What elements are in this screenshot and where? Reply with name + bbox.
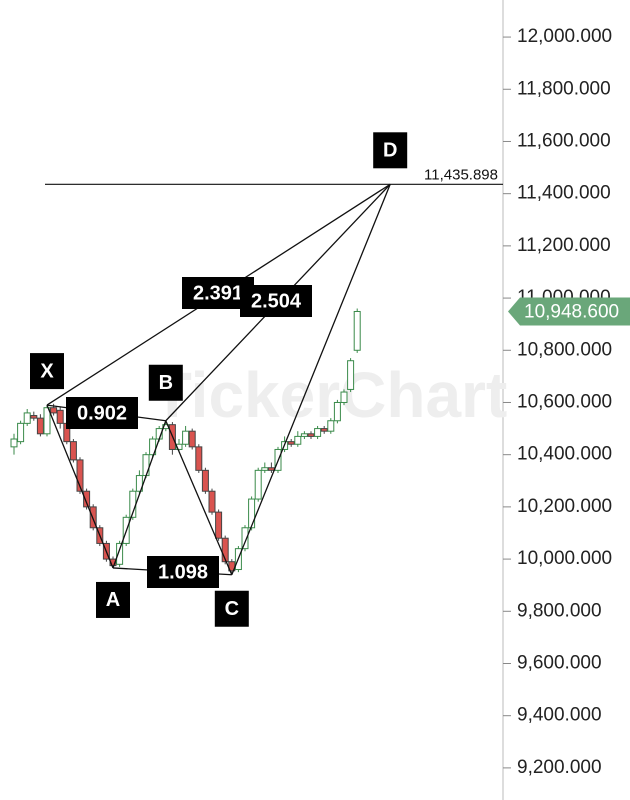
candle-body xyxy=(149,438,157,456)
candle-body xyxy=(347,360,355,390)
y-tick-label: 10,800.000 xyxy=(517,339,612,360)
point-label: X xyxy=(40,360,54,382)
candle-body xyxy=(89,506,97,529)
candle-body xyxy=(201,469,209,492)
ratio-label: 0.902 xyxy=(77,402,127,424)
y-tick-label: 11,600.000 xyxy=(517,130,611,151)
candle-body xyxy=(333,401,341,422)
candle-body xyxy=(307,433,315,437)
ratio-box xyxy=(147,556,219,588)
last-price-label: 10,948.600 xyxy=(524,302,619,323)
candle-body xyxy=(221,537,229,563)
y-tick-label: 10,000.000 xyxy=(517,548,612,569)
y-tick-label: 9,600.000 xyxy=(517,653,602,674)
candle-body xyxy=(294,435,302,445)
pattern-line xyxy=(112,420,167,569)
y-tick-label: 9,400.000 xyxy=(517,705,602,726)
candle-body xyxy=(215,511,223,539)
ratio-box xyxy=(66,397,138,429)
target-label: 11,435.898 xyxy=(424,166,498,183)
candle-body xyxy=(248,498,256,529)
y-tick-label: 9,800.000 xyxy=(517,600,602,621)
candle-body xyxy=(320,428,328,432)
pattern-line xyxy=(165,420,233,576)
candle-body xyxy=(135,475,143,492)
candle-body xyxy=(300,433,308,437)
candle-body xyxy=(175,443,183,450)
candle-body xyxy=(314,428,322,437)
candle-body xyxy=(188,430,196,448)
point-label-box xyxy=(148,364,183,401)
point-label-box xyxy=(214,590,249,627)
candle-body xyxy=(43,407,51,435)
candle-body xyxy=(56,409,64,424)
ratio-label: 2.391 xyxy=(193,282,243,304)
candle-body xyxy=(353,310,361,351)
y-tick-label: 10,600.000 xyxy=(517,391,612,412)
y-tick-label: 11,400.000 xyxy=(517,183,611,204)
candle-body xyxy=(195,446,203,471)
y-tick-label: 11,200.000 xyxy=(517,235,611,256)
candle-body xyxy=(267,467,275,471)
ratio-label: 1.098 xyxy=(158,561,208,583)
candle-body xyxy=(327,420,335,432)
candle-body xyxy=(50,407,58,414)
candle-body xyxy=(109,558,117,567)
candle-body xyxy=(261,467,269,471)
point-label-box xyxy=(30,353,64,390)
point-label-box xyxy=(96,581,130,618)
candle-body xyxy=(69,441,77,461)
y-tick-label: 10,200.000 xyxy=(517,496,612,517)
y-tick-label: 11,800.000 xyxy=(517,78,611,99)
candle-body xyxy=(23,412,31,424)
candle-body xyxy=(116,542,124,565)
y-tick-label: 9,200.000 xyxy=(517,757,602,778)
y-tick-label: 10,400.000 xyxy=(517,444,612,465)
candle-body xyxy=(76,459,84,492)
y-tick-label: 12,000.000 xyxy=(517,26,612,47)
candle-body xyxy=(208,490,216,513)
candle-body xyxy=(83,490,91,508)
point-label: A xyxy=(106,589,120,611)
candle-body xyxy=(182,430,190,445)
pattern-line xyxy=(231,184,391,575)
ratio-label: 2.504 xyxy=(251,290,302,312)
point-label: C xyxy=(225,598,239,620)
candle-body xyxy=(142,454,150,477)
ratio-box xyxy=(240,285,312,317)
point-label: D xyxy=(383,140,397,162)
candle-body xyxy=(254,469,262,500)
pattern-line xyxy=(46,404,114,569)
point-label: B xyxy=(159,372,173,394)
candle-body xyxy=(17,422,25,443)
candle-body xyxy=(10,438,18,448)
candle-body xyxy=(30,415,38,419)
candle-body xyxy=(340,391,348,403)
candle-body xyxy=(241,527,249,550)
point-label-box xyxy=(373,132,408,169)
candle-body xyxy=(36,417,44,435)
candle-body xyxy=(287,441,295,445)
watermark: TickerChart xyxy=(153,359,508,431)
last-price-tag xyxy=(508,297,630,326)
